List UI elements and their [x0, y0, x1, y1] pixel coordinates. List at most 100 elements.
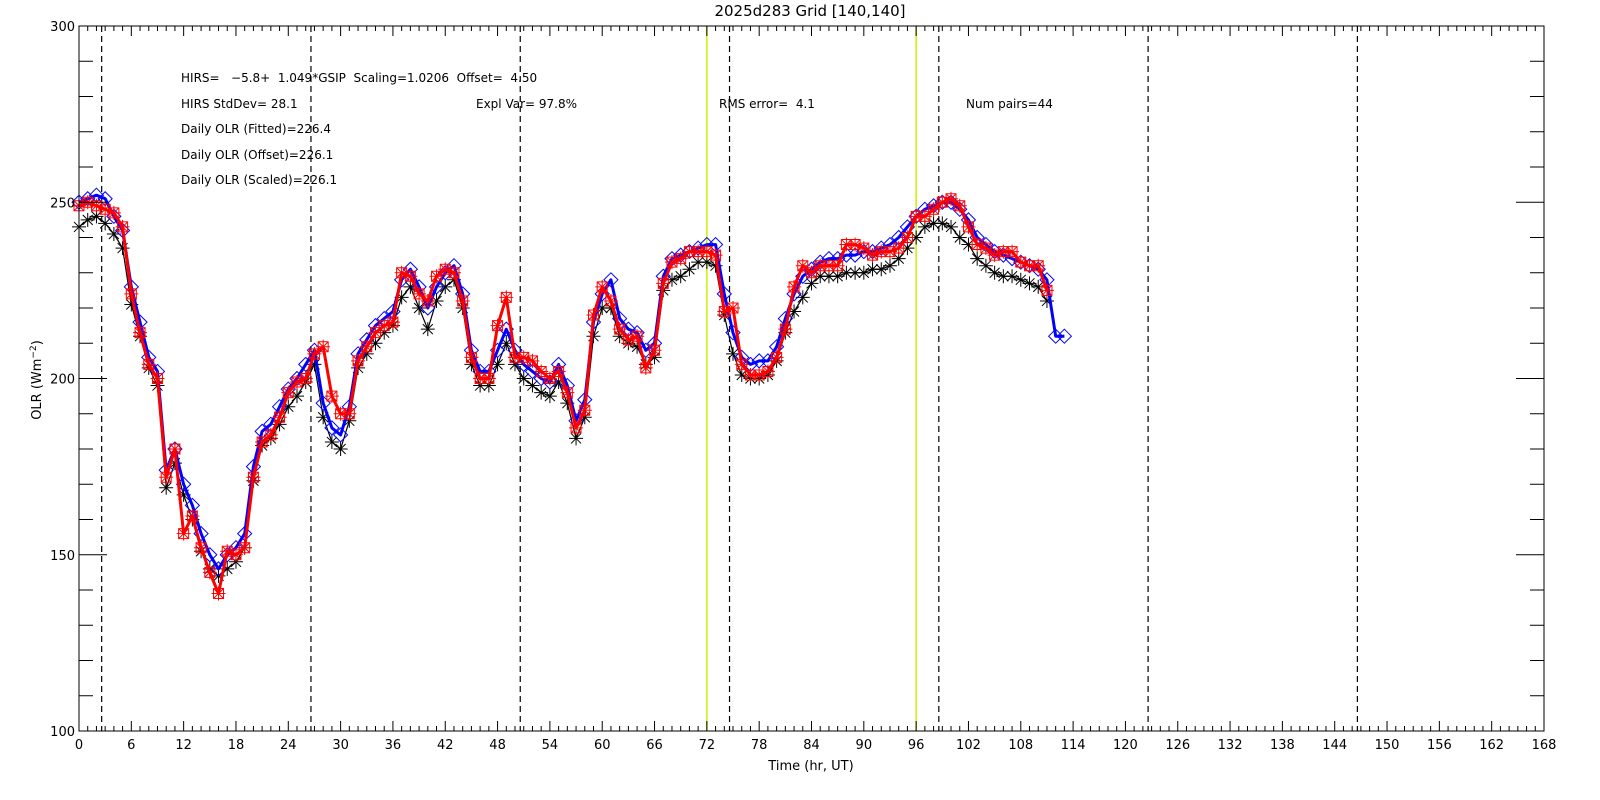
data-point: [124, 286, 139, 301]
x-tick-label: 132: [1218, 738, 1243, 753]
data-point: [656, 276, 671, 291]
data-point: [551, 364, 566, 379]
data-point: [726, 301, 741, 315]
data-point: [699, 255, 714, 270]
data-point: [324, 434, 339, 449]
data-point: [394, 265, 409, 280]
series-line: [78, 197, 1049, 595]
data-point: [290, 389, 305, 404]
data-point: [603, 293, 618, 308]
series-0: [72, 209, 1054, 583]
data-point: [882, 244, 897, 259]
data-point: [141, 357, 156, 372]
data-point: [159, 470, 174, 485]
data-point: [917, 209, 932, 224]
data-point: [316, 410, 331, 425]
data-point: [586, 329, 601, 344]
x-tick-label: 12: [175, 738, 192, 753]
data-point: [708, 258, 723, 273]
data-point: [848, 237, 863, 252]
x-tick-label: 150: [1375, 738, 1400, 753]
data-point: [874, 262, 889, 277]
data-point: [691, 244, 706, 259]
data-point: [403, 279, 418, 294]
data-point: [89, 209, 104, 224]
x-tick-label: 60: [594, 738, 611, 753]
data-point: [716, 286, 733, 302]
data-point: [935, 216, 950, 231]
data-point: [368, 325, 383, 340]
data-point: [464, 350, 479, 365]
x-tick-label: 102: [956, 738, 981, 753]
x-tick-label: 78: [751, 738, 768, 753]
data-point: [446, 265, 461, 280]
y-tick-label: 300: [50, 20, 75, 35]
data-point: [996, 269, 1011, 284]
data-point: [726, 346, 741, 361]
data-point: [821, 269, 836, 284]
data-point: [98, 216, 113, 231]
series-line: [78, 215, 1048, 577]
data-point: [1039, 293, 1054, 308]
data-point: [176, 487, 191, 502]
data-point: [332, 427, 349, 443]
data-point: [952, 198, 967, 213]
data-point: [647, 350, 662, 365]
series-line: [78, 193, 1065, 571]
data-point: [638, 360, 653, 375]
series-1: [71, 187, 1073, 577]
data-point: [359, 346, 374, 361]
data-point: [839, 265, 854, 280]
x-tick-label: 138: [1270, 738, 1295, 753]
data-point: [542, 389, 557, 404]
data-point: [150, 371, 165, 386]
data-point: [438, 262, 453, 277]
data-point: [1013, 255, 1028, 270]
data-point: [272, 410, 287, 425]
x-tick-label: 36: [385, 738, 402, 753]
num-pairs-text: Num pairs=44: [966, 97, 1053, 111]
data-point: [891, 251, 906, 266]
y-tick-label: 200: [50, 373, 75, 388]
data-point: [926, 202, 941, 217]
data-point: [630, 329, 645, 344]
data-point: [909, 209, 924, 224]
y-axis-title-main: OLR (Wm: [30, 359, 45, 420]
x-tick-label: 72: [699, 738, 716, 753]
data-point: [621, 332, 636, 347]
data-point: [428, 279, 445, 295]
data-point: [394, 290, 409, 305]
data-point: [508, 357, 523, 372]
data-point: [787, 279, 802, 294]
data-point: [263, 427, 278, 442]
data-point: [272, 417, 287, 432]
data-point: [342, 406, 357, 421]
data-point: [787, 304, 802, 319]
data-point: [821, 258, 836, 273]
data-point: [490, 318, 505, 333]
data-point: [664, 255, 679, 270]
x-tick-label: 126: [1165, 738, 1190, 753]
data-point: [987, 248, 1002, 263]
data-point: [708, 248, 723, 263]
x-tick-label: 18: [228, 738, 245, 753]
y-tick-label: 150: [50, 549, 75, 564]
x-axis-title: Time (hr, UT): [767, 759, 853, 774]
data-point: [446, 272, 461, 287]
data-point: [1022, 276, 1037, 291]
data-point: [664, 272, 679, 287]
data-point: [159, 480, 174, 495]
data-point: [813, 258, 828, 273]
x-tick-label: 156: [1427, 738, 1452, 753]
data-point: [412, 286, 427, 301]
data-point: [516, 350, 531, 365]
x-tick-label: 84: [803, 738, 820, 753]
data-point: [830, 269, 845, 284]
data-point: [612, 322, 627, 337]
data-point: [167, 442, 182, 456]
x-tick-label: 120: [1113, 738, 1138, 753]
stddev-text: HIRS StdDev= 28.1: [181, 97, 298, 111]
data-point: [734, 357, 749, 372]
x-tick-label: 114: [1061, 738, 1086, 753]
data-point: [385, 315, 400, 330]
